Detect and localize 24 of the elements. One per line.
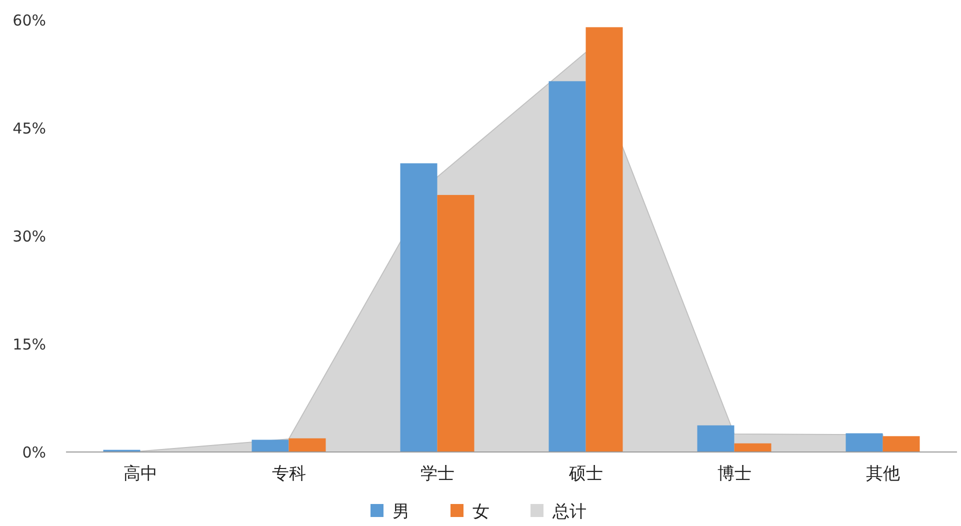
legend-label: 总计 xyxy=(552,502,586,522)
y-tick-label: 30% xyxy=(12,227,46,246)
y-tick-label: 15% xyxy=(12,335,46,354)
bar xyxy=(734,443,772,452)
x-tick-label: 专科 xyxy=(272,464,306,484)
bar xyxy=(288,438,326,452)
legend-label: 男 xyxy=(392,502,410,522)
bar xyxy=(400,163,438,452)
bar xyxy=(697,425,734,452)
x-tick-label: 硕士 xyxy=(568,464,603,484)
bar xyxy=(252,440,289,452)
y-tick-label: 0% xyxy=(22,443,46,462)
bar xyxy=(586,27,623,452)
bar xyxy=(548,81,586,452)
x-tick-label: 高中 xyxy=(123,464,158,484)
x-tick-label: 博士 xyxy=(717,464,752,484)
y-tick-label: 60% xyxy=(12,11,46,30)
x-tick-label: 学士 xyxy=(420,464,454,484)
x-tick-label: 其他 xyxy=(866,464,900,484)
bar xyxy=(437,194,474,452)
bar xyxy=(846,433,883,452)
bar xyxy=(882,436,920,452)
legend-label: 女 xyxy=(472,502,490,522)
y-tick-label: 45% xyxy=(12,119,46,138)
